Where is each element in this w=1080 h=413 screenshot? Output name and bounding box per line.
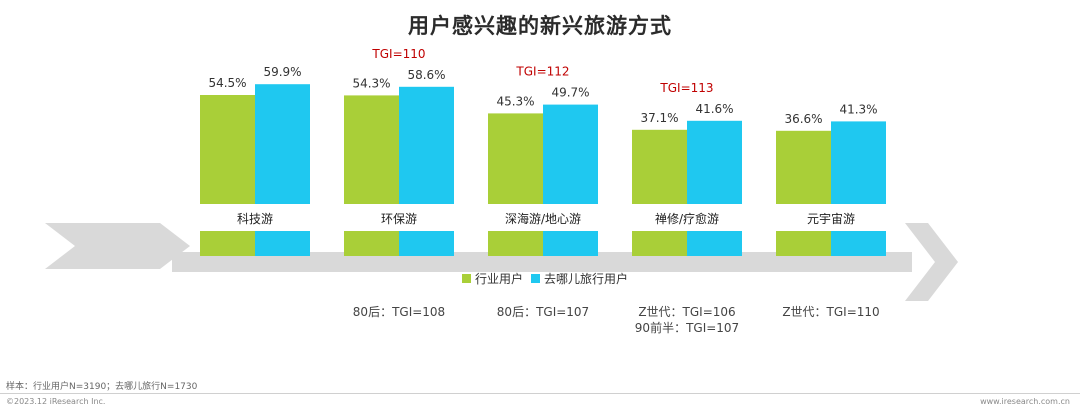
- bar-industry-4: [776, 130, 831, 204]
- legend-label-0: 行业用户: [475, 271, 523, 286]
- category-label-1: 环保游: [381, 212, 417, 226]
- bar-industry-0: [200, 95, 255, 204]
- data-label-1-3: 41.6%: [695, 102, 733, 116]
- bar-qunar-4: [831, 121, 886, 204]
- arrow-tail-chevron: [45, 223, 190, 269]
- data-label-0-0: 54.5%: [208, 76, 246, 90]
- bar-stub-qunar-3: [687, 231, 742, 256]
- category-label-2: 深海游/地心游: [505, 211, 581, 226]
- chart-title: 用户感兴趣的新兴旅游方式: [408, 14, 672, 38]
- bar-industry-3: [632, 129, 687, 204]
- bar-stub-industry-4: [776, 231, 831, 256]
- legend-swatch-0: [462, 274, 471, 283]
- arrow-shaft: [172, 252, 912, 272]
- data-label-1-1: 58.6%: [407, 68, 445, 82]
- group-note-3-1: 90前半：TGI=107: [635, 320, 739, 335]
- tgi-label-1: TGI=110: [371, 47, 425, 61]
- category-label-4: 元宇宙游: [807, 211, 855, 226]
- copyright-text: ©2023.12 iResearch Inc.: [6, 397, 106, 406]
- bar-stub-qunar-0: [255, 231, 310, 256]
- data-label-0-1: 54.3%: [352, 76, 390, 90]
- bar-stub-industry-1: [344, 231, 399, 256]
- category-label-3: 禅修/疗愈游: [655, 211, 719, 226]
- data-label-1-4: 41.3%: [839, 102, 877, 116]
- website-text: www.iresearch.com.cn: [980, 397, 1070, 406]
- bar-industry-1: [344, 95, 399, 204]
- group-note-3-0: Z世代：TGI=106: [638, 305, 735, 319]
- bar-qunar-2: [543, 104, 598, 204]
- footer-divider: [0, 393, 1080, 394]
- category-label-0: 科技游: [237, 212, 273, 226]
- bar-industry-2: [488, 113, 543, 204]
- bar-qunar-0: [255, 84, 310, 204]
- bar-stub-qunar-1: [399, 231, 454, 256]
- sample-note: 样本：行业用户N=3190；去哪儿旅行N=1730: [6, 382, 198, 392]
- data-label-0-3: 37.1%: [640, 111, 678, 125]
- group-note-2-0: 80后：TGI=107: [497, 305, 589, 319]
- group-note-4-0: Z世代：TGI=110: [782, 305, 879, 319]
- bar-qunar-3: [687, 120, 742, 204]
- bar-stub-qunar-2: [543, 231, 598, 256]
- legend-label-1: 去哪儿旅行用户: [544, 271, 628, 286]
- legend-swatch-1: [531, 274, 540, 283]
- tgi-label-2: TGI=112: [515, 65, 569, 79]
- tgi-label-3: TGI=113: [659, 81, 713, 95]
- bar-stub-qunar-4: [831, 231, 886, 256]
- data-label-0-4: 36.6%: [784, 112, 822, 126]
- bar-stub-industry-2: [488, 231, 543, 256]
- bar-stub-industry-3: [632, 231, 687, 256]
- bar-stub-industry-0: [200, 231, 255, 256]
- group-note-1-0: 80后：TGI=108: [353, 305, 445, 319]
- arrow-head-chevron: [905, 223, 958, 301]
- bar-qunar-1: [399, 86, 454, 204]
- data-label-1-0: 59.9%: [263, 65, 301, 79]
- data-label-0-2: 45.3%: [496, 94, 534, 108]
- data-label-1-2: 49.7%: [551, 86, 589, 100]
